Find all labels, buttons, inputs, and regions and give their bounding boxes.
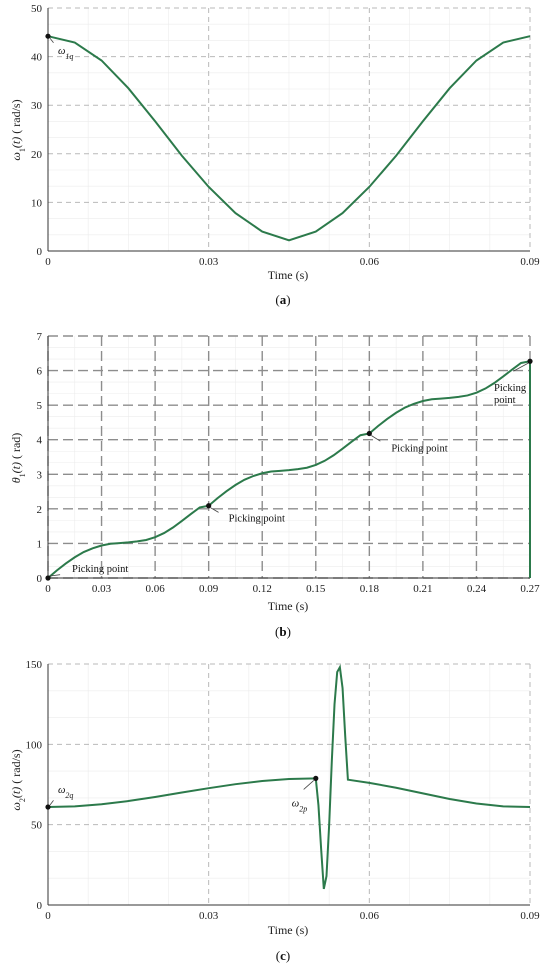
annotations-c: ω2q ω2p <box>45 775 319 813</box>
y-tick-label: 3 <box>37 469 43 481</box>
x-tick-label: 0.09 <box>199 583 219 595</box>
y-tick-label: 0 <box>37 246 43 258</box>
data-point-marker <box>206 503 212 509</box>
data-point-marker <box>366 430 372 437</box>
y-tick-label: 50 <box>31 3 43 15</box>
annotations-a: ω1q <box>45 33 73 61</box>
annotation-label: Picking point <box>391 443 447 454</box>
y-tick-label: 10 <box>31 197 43 209</box>
x-tick-label: 0.09 <box>520 910 540 922</box>
y-axis-title-a: ω1(t) ( rad/s) <box>9 99 27 160</box>
series-line <box>47 35 531 242</box>
data-point-marker <box>45 33 51 39</box>
grid-a <box>47 7 531 252</box>
y-tick-label: 150 <box>26 659 43 671</box>
x-tick-label: 0.15 <box>306 583 326 595</box>
x-axis-title-b: Time (s) <box>268 599 309 613</box>
y-tick-label: 0 <box>37 900 43 912</box>
y-tick-label: 30 <box>31 100 43 112</box>
x-tick-label: 0.21 <box>413 583 432 595</box>
x-tick-label: 0.18 <box>360 583 380 595</box>
ticks-b: 0 0.03 0.06 0.09 0.12 0.15 0.18 0.21 0.24 0.27 0 1 2… <box>37 331 541 595</box>
y-tick-label: 50 <box>31 820 43 832</box>
x-tick-label: 0 <box>45 910 51 922</box>
annotation-label: Picking <box>494 383 527 394</box>
x-tick-label: 0.24 <box>467 583 487 595</box>
x-tick-label: 0.03 <box>199 256 219 268</box>
ticks-a: 0 0.03 0.06 0.09 0 10 20 30 40 50 <box>31 3 540 268</box>
x-axis-title-a: Time (s) <box>268 268 309 282</box>
annotation-arrow <box>303 780 315 790</box>
y-tick-label: 0 <box>37 573 43 585</box>
grid-b <box>47 335 531 579</box>
series-line <box>47 360 531 579</box>
annotation-label-line2: point <box>494 395 516 406</box>
x-tick-label: 0.12 <box>253 583 272 595</box>
series-b <box>47 360 531 579</box>
caption-a: (a) <box>275 292 290 307</box>
annotation-label: Picking point <box>72 564 128 575</box>
data-point-marker <box>527 358 533 364</box>
caption-b: (b) <box>275 624 291 639</box>
chart-panel-a: 0 0.03 0.06 0.09 0 10 20 30 40 50 ω1q Time (s) ω1… <box>9 3 540 307</box>
x-axis-title-c: Time (s) <box>268 923 309 937</box>
series-line <box>47 664 531 890</box>
chart-panel-b: 0 0.03 0.06 0.09 0.12 0.15 0.18 0.21 0.24 0.27 0 1 2… <box>9 331 540 639</box>
annotation-arrow <box>49 574 61 577</box>
x-tick-label: 0.03 <box>199 910 219 922</box>
x-tick-label: 0.09 <box>520 256 540 268</box>
y-tick-label: 4 <box>37 435 43 447</box>
x-tick-label: 0.27 <box>520 583 540 595</box>
annotation-label: ω2p <box>292 798 307 813</box>
annotation-arrow <box>49 37 54 44</box>
chart-panel-c: 0 0.03 0.06 0.09 0 50 100 150 ω2q ω2p Time (s) ω… <box>9 659 540 963</box>
data-point-marker <box>45 575 51 581</box>
annotation-label: Picking point <box>229 514 285 525</box>
annotation-label: ω1q <box>58 46 73 61</box>
series-c <box>47 664 531 890</box>
annotations-b: Picking point Picking point Picking point P… <box>45 358 533 581</box>
x-tick-label: 0.06 <box>360 910 380 922</box>
ticks-c: 0 0.03 0.06 0.09 0 50 100 150 <box>26 659 541 922</box>
annotation-arrow <box>513 362 529 372</box>
annotation-arrow <box>210 507 219 513</box>
x-tick-label: 0.03 <box>92 583 112 595</box>
annotation-arrow <box>371 435 381 442</box>
grid-c <box>47 663 531 906</box>
annotation-arrow <box>49 800 54 806</box>
data-point-marker <box>313 775 319 781</box>
y-axis-title-b: θ1(t) ( rad) <box>9 433 27 484</box>
x-tick-label: 0.06 <box>145 583 165 595</box>
x-tick-label: 0 <box>45 583 51 595</box>
y-tick-label: 40 <box>31 52 43 64</box>
x-tick-label: 0 <box>45 256 51 268</box>
y-tick-label: 6 <box>37 366 43 378</box>
y-tick-label: 20 <box>31 149 43 161</box>
caption-c: (c) <box>276 948 290 963</box>
x-tick-label: 0.06 <box>360 256 380 268</box>
y-tick-label: 100 <box>26 739 43 751</box>
y-tick-label: 5 <box>37 400 43 412</box>
y-tick-label: 7 <box>37 331 43 343</box>
y-tick-label: 1 <box>37 538 43 550</box>
annotation-label: ω2q <box>58 785 73 800</box>
y-tick-label: 2 <box>37 504 43 516</box>
series-a <box>47 35 531 242</box>
data-point-marker <box>45 804 51 810</box>
y-axis-title-c: ω2(t) ( rad/s) <box>9 749 27 810</box>
